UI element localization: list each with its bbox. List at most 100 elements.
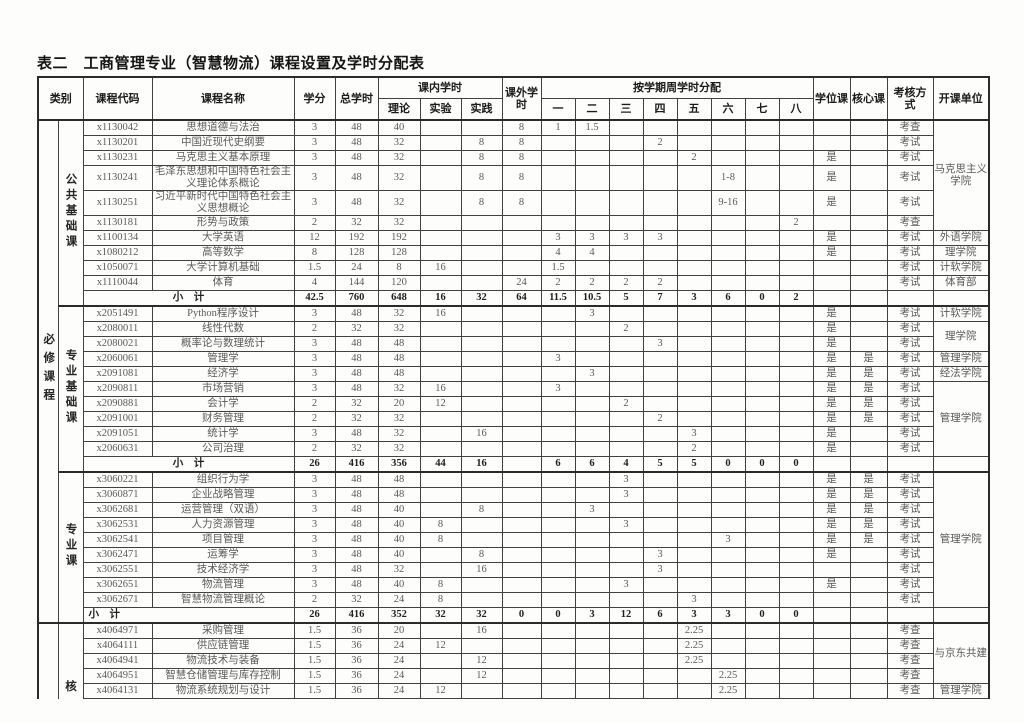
cell-degree-flag: 是 (812, 517, 851, 533)
cell-semester-2 (574, 653, 610, 669)
cell-semester-2 (574, 260, 610, 276)
cell-semester-1 (540, 668, 576, 684)
subtotal-semester-3: 12 (608, 607, 644, 624)
header-core-course: 核心课 (849, 76, 888, 121)
cell-semester-2: 3 (574, 305, 610, 322)
table-header: 类别 课程代码 课程名称 学分 总学时 课内学时 课外学时 按学期周学时分配 学… (37, 76, 990, 121)
cell-semester-5 (676, 215, 712, 231)
cell-theory-hours: 32 (377, 150, 421, 166)
cell-assessment: 考查 (886, 683, 934, 699)
cell-semester-2 (574, 441, 610, 457)
cell-degree-flag (812, 622, 851, 639)
course-row: x2090811 市场营销 3 48 32 16 3 是是考试 管理学院 (38, 381, 990, 457)
course-row: x1100134 大学英语 12 192 192 3 3 3 3 是考试 外语学院 (38, 230, 990, 246)
cell-theory-hours: 40 (377, 577, 421, 593)
header-semester-5: 五 (676, 98, 712, 121)
cell-semester-8 (778, 135, 814, 151)
cell-practice-hours (460, 411, 503, 427)
cell-semester-8 (778, 230, 814, 246)
cell-semester-1: 3 (540, 351, 576, 367)
cell-credit: 3 (293, 532, 336, 548)
cell-credit: 3 (293, 426, 336, 442)
cell-practice-hours (460, 381, 503, 397)
cell-practice-hours (460, 230, 503, 246)
cell-semester-2 (574, 351, 610, 367)
cell-semester-5 (676, 366, 712, 382)
cell-extra-hours (501, 245, 542, 261)
cell-total-hours: 36 (334, 683, 379, 699)
cell-semester-6: 1-8 (710, 165, 746, 191)
course-row: x4064131 物流系统规划与设计 1.5 36 24 12 2.25 考查 管理学院 (38, 683, 990, 699)
cell-semester-1: 4 (540, 245, 576, 261)
cell-extra-hours (501, 683, 542, 699)
cell-practice-hours: 8 (460, 165, 503, 191)
cell-theory-hours: 120 (377, 275, 421, 291)
cell-experiment-hours (419, 653, 462, 669)
header-semester-2: 二 (574, 98, 610, 121)
cell-extra-hours: 8 (501, 190, 542, 216)
subtotal-semester-6: 6 (710, 290, 746, 307)
cell-semester-4 (642, 381, 678, 397)
cell-assessment: 考查 (886, 653, 934, 669)
cell-credit: 2 (293, 215, 336, 231)
cell-course-code: x3062551 (82, 562, 153, 578)
cell-theory-hours: 24 (377, 638, 421, 654)
cell-semester-2 (574, 683, 610, 699)
cell-offering-unit: 外语学院 (932, 230, 990, 246)
cell-extra-hours (501, 260, 542, 276)
subtotal-semester-6: 0 (710, 456, 746, 473)
header-row-1: 类别 课程代码 课程名称 学分 总学时 课内学时 课外学时 按学期周学时分配 学… (37, 76, 990, 121)
cell-semester-3 (608, 150, 644, 166)
cell-course-name: 大学英语 (151, 230, 295, 246)
cell-practice-hours (460, 305, 503, 322)
cell-experiment-hours: 12 (419, 638, 462, 654)
cell-credit: 1.5 (293, 622, 336, 639)
cell-total-hours: 48 (334, 150, 379, 166)
subtotal-semester-8: 2 (778, 290, 814, 307)
cell-assessment: 考查 (886, 638, 934, 654)
cell-experiment-hours: 16 (419, 305, 462, 322)
cell-experiment-hours: 8 (419, 592, 462, 608)
course-row: x3060871 企业战略管理 3 48 48 3 是是考试 (38, 487, 989, 503)
cell-practice-hours (460, 321, 503, 337)
cell-extra-hours (501, 381, 542, 397)
cell-practice-hours (460, 517, 503, 533)
cell-semester-1 (540, 683, 576, 699)
cell-semester-5 (676, 577, 712, 593)
cell-semester-8 (778, 638, 814, 654)
cell-semester-7 (744, 305, 780, 322)
cell-semester-3: 2 (608, 396, 644, 412)
cell-practice-hours: 12 (460, 668, 503, 684)
cell-credit: 2 (293, 592, 336, 608)
cell-course-name: 运筹学 (151, 547, 295, 563)
cell-course-code: x3060221 (82, 471, 153, 488)
cell-semester-5 (676, 351, 712, 367)
cell-total-hours: 48 (334, 577, 379, 593)
cell-degree-flag: 是 (812, 471, 851, 488)
course-row: x2090881 会计学 2 32 20 12 2 是是考试 (38, 396, 989, 412)
cell-credit: 8 (293, 245, 336, 261)
cell-course-code: x3062471 (82, 547, 153, 563)
cell-semester-6 (710, 230, 746, 246)
cell-credit: 3 (293, 547, 336, 563)
cell-practice-hours (460, 351, 503, 367)
cell-semester-7 (744, 351, 780, 367)
cell-extra-hours (501, 668, 542, 684)
cell-practice-hours: 8 (460, 547, 503, 563)
cell-extra-hours (501, 471, 542, 488)
course-row: x3062651 物流管理 3 48 40 8 3 是考试 (38, 577, 989, 593)
subtotal-label: 小 计 (82, 607, 295, 624)
cell-semester-1 (540, 577, 576, 593)
cell-practice-hours: 8 (460, 135, 503, 151)
subtotal-extra-hours: 0 (501, 607, 542, 624)
cell-credit: 3 (293, 562, 336, 578)
cell-semester-4: 2 (642, 135, 678, 151)
cell-experiment-hours (419, 441, 462, 457)
cell-semester-7 (744, 668, 780, 684)
cell-core-flag (849, 638, 888, 654)
cell-core-flag: 是 (849, 517, 888, 533)
subtotal-assessment (886, 607, 934, 624)
cell-semester-7 (744, 532, 780, 548)
cell-semester-3 (608, 502, 644, 518)
cell-extra-hours (501, 638, 542, 654)
